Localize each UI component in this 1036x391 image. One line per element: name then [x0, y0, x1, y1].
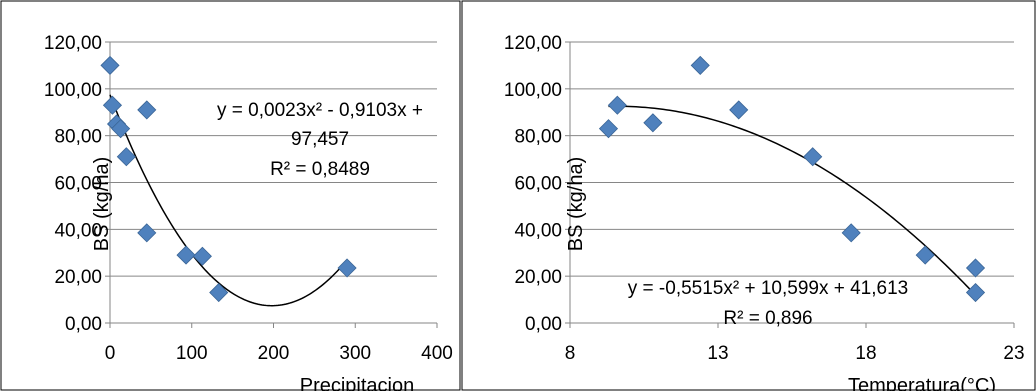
data-point — [137, 223, 157, 243]
chart-temperatura: 0,00 20,00 40,00 60,00 80,00 100,00 120,00 8 13… — [461, 0, 1036, 391]
x-tick-label: 23 — [1003, 343, 1024, 364]
data-point — [337, 258, 357, 278]
data-point — [598, 119, 619, 139]
data-point — [607, 95, 627, 115]
trendline — [109, 94, 348, 307]
x-tick-label: 100 — [176, 343, 208, 364]
y-tick-label: 60,00 — [514, 174, 562, 195]
x-axis-label: Temperatura(°C) — [848, 375, 996, 391]
grid-lines — [110, 41, 437, 277]
data-point — [690, 55, 710, 75]
chart-precipitacion: 0,00 20,00 40,00 60,00 80,00 100,00 120,00 0 10… — [0, 0, 461, 391]
data-point — [111, 119, 131, 139]
x-tick-labels: 8 13 18 23 — [565, 323, 1025, 364]
x-tick-label: 13 — [707, 343, 728, 364]
y-tick-labels: 0,00 20,00 40,00 60,00 80,00 100,00 120,00 — [44, 33, 110, 335]
data-points — [598, 55, 986, 303]
y-tick-label: 40,00 — [54, 220, 102, 241]
y-tick-label: 60,00 — [54, 174, 102, 195]
y-tick-label: 100,00 — [504, 80, 562, 101]
y-tick-label: 120,00 — [504, 33, 562, 54]
y-axis-label: BS (kg/ha) — [91, 157, 113, 251]
data-point — [729, 100, 749, 120]
data-point — [841, 223, 861, 243]
data-point — [137, 100, 157, 120]
data-point — [176, 245, 196, 265]
y-tick-label: 20,00 — [54, 267, 102, 288]
r-squared: R² = 0,8489 — [270, 159, 370, 180]
data-point — [803, 147, 823, 167]
equation-line-1: y = -0,5515x² + 10,599x + 41,613 — [628, 278, 908, 299]
equation-line-1: y = 0,0023x² - 0,9103x + — [217, 100, 423, 121]
equation-line-2: 97,457 — [291, 129, 349, 150]
data-point — [192, 246, 212, 266]
chart-border-right — [461, 0, 1036, 391]
y-tick-label: 120,00 — [44, 33, 102, 54]
data-point — [643, 113, 663, 133]
y-tick-labels: 0,00 20,00 40,00 60,00 80,00 100,00 120,00 — [504, 33, 570, 335]
data-points — [100, 55, 357, 303]
x-tick-label: 400 — [421, 343, 453, 364]
y-tick-label: 0,00 — [65, 314, 102, 335]
chart-border-left — [0, 0, 461, 391]
x-tick-label: 8 — [565, 343, 576, 364]
data-point — [102, 95, 123, 115]
r-squared: R² = 0,896 — [723, 308, 812, 329]
data-point — [915, 245, 935, 265]
data-point — [209, 282, 229, 303]
y-tick-label: 80,00 — [514, 127, 562, 148]
y-tick-label: 80,00 — [54, 127, 102, 148]
trendline — [608, 105, 977, 296]
x-axis-label: Precipitacion — [300, 375, 415, 391]
x-tick-label: 200 — [258, 343, 290, 364]
data-point — [116, 147, 136, 167]
x-tick-label: 0 — [105, 343, 116, 364]
data-point — [100, 55, 120, 75]
y-tick-label: 20,00 — [514, 267, 562, 288]
y-axis-label: BS (kg/ha) — [565, 157, 587, 251]
x-tick-label: 300 — [339, 343, 371, 364]
y-tick-label: 100,00 — [44, 80, 102, 101]
y-tick-label: 0,00 — [525, 314, 562, 335]
data-point — [965, 258, 986, 278]
x-tick-label: 18 — [855, 343, 876, 364]
grid-lines — [570, 41, 1014, 277]
y-tick-label: 40,00 — [514, 220, 562, 241]
data-point — [965, 282, 986, 303]
x-tick-labels: 0 100 200 300 400 — [105, 323, 453, 364]
